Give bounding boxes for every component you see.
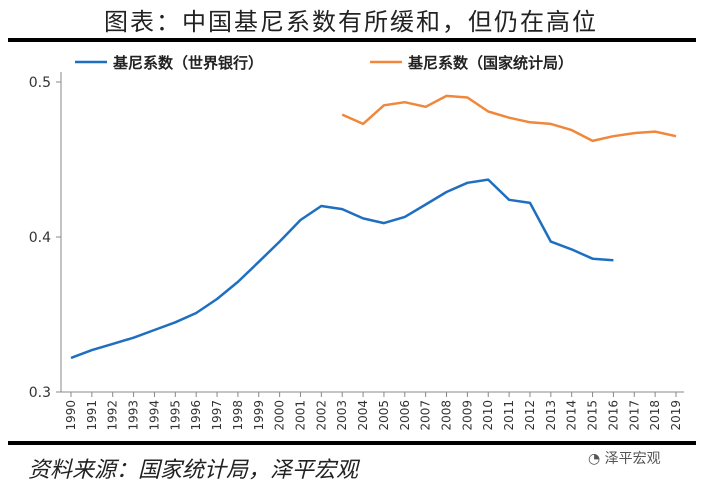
x-tick-label: 2014 bbox=[565, 400, 579, 431]
x-tick-label: 2008 bbox=[440, 400, 454, 431]
x-tick-label: 2012 bbox=[523, 400, 537, 431]
x-tick-label: 1994 bbox=[147, 400, 161, 431]
x-tick-label: 2006 bbox=[398, 400, 412, 431]
x-tick-label: 2005 bbox=[377, 400, 391, 431]
x-tick-label: 1998 bbox=[231, 400, 245, 431]
top-divider bbox=[8, 38, 696, 42]
x-tick-label: 2016 bbox=[606, 400, 620, 431]
x-tick-label: 2019 bbox=[669, 400, 683, 431]
x-tick-label: 1992 bbox=[106, 400, 120, 431]
x-tick-label: 2010 bbox=[481, 400, 495, 431]
x-tick-label: 2004 bbox=[356, 400, 370, 431]
legend-label-2: 基尼系数（国家统计局） bbox=[407, 54, 573, 72]
x-tick-label: 1990 bbox=[64, 400, 78, 431]
bottom-divider bbox=[8, 441, 696, 445]
watermark-text: 泽平宏观 bbox=[604, 451, 661, 467]
x-tick-label: 2017 bbox=[627, 400, 641, 431]
x-tick-label: 1996 bbox=[189, 400, 203, 431]
x-tick-label: 2002 bbox=[314, 400, 328, 431]
gini-line-chart: 0.3 0.4 0.5 1990 1991 1992 1993 1994 1995 1996 199… bbox=[29, 54, 684, 431]
x-tick-label: 2000 bbox=[273, 400, 287, 431]
x-tick-label: 2009 bbox=[460, 400, 474, 431]
source-note: 资料来源：国家统计局，泽平宏观 bbox=[28, 458, 359, 483]
x-tick-label: 1999 bbox=[252, 400, 266, 431]
x-tick-label: 2018 bbox=[648, 400, 662, 431]
x-tick-label: 2013 bbox=[544, 400, 558, 431]
x-tick-label: 2015 bbox=[586, 400, 600, 431]
legend-label-1: 基尼系数（世界银行） bbox=[112, 54, 263, 72]
x-tick-label: 2001 bbox=[293, 400, 307, 431]
chart-title: 图表：中国基尼系数有所缓和，但仍在高位 bbox=[104, 8, 598, 36]
x-tick-label: 2007 bbox=[419, 400, 433, 431]
y-tick-label: 0.4 bbox=[29, 230, 51, 246]
y-tick-label: 0.3 bbox=[29, 385, 51, 401]
series-line-2 bbox=[341, 94, 677, 143]
series-line-1 bbox=[70, 178, 614, 360]
x-tick-label: 1997 bbox=[210, 400, 224, 431]
x-tick-label: 1995 bbox=[168, 400, 182, 431]
y-tick-label: 0.5 bbox=[29, 75, 51, 91]
x-tick-label: 2011 bbox=[502, 400, 516, 431]
x-tick-label: 1991 bbox=[85, 400, 99, 431]
watermark: ◔ 泽平宏观 bbox=[588, 448, 661, 468]
x-tick-label: 2003 bbox=[335, 400, 349, 431]
x-tick-label: 1993 bbox=[127, 400, 141, 431]
wechat-icon: ◔ bbox=[588, 451, 601, 467]
